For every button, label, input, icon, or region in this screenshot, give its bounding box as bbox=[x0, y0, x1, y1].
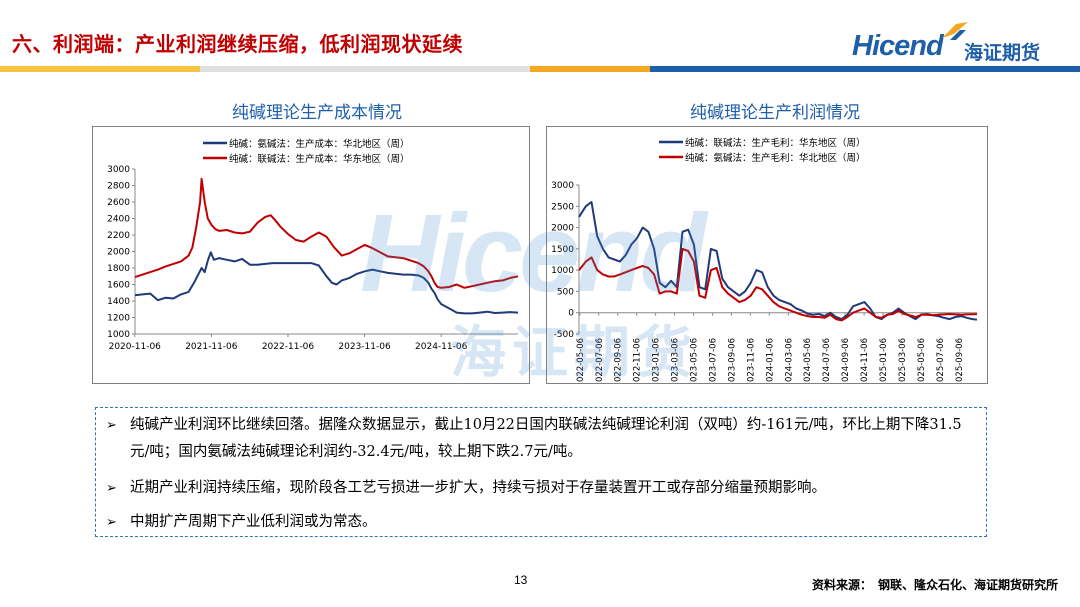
y-tick-label: 1500 bbox=[551, 245, 574, 255]
x-tick-label: 2021-11-06 bbox=[185, 342, 238, 352]
bullet-text: 纯碱产业利润环比继续回落。据隆众数据显示，截止10月22日国内联碱法纯碱理论利润… bbox=[130, 417, 962, 460]
page-number: 13 bbox=[514, 573, 528, 587]
y-tick-label: 1000 bbox=[107, 330, 130, 340]
x-tick-label: 2025-01-06 bbox=[879, 338, 889, 383]
x-tick-label: 2023-11-06 bbox=[746, 338, 756, 383]
x-tick-label: 2025-05-06 bbox=[917, 338, 927, 383]
legend-label: 纯碱：联碱法：生产毛利：华东地区（周） bbox=[685, 137, 866, 149]
cost-chart-frame: 纯碱：氨碱法：生产成本：华北地区（周） 纯碱：联碱法：生产成本：华东地区（周） 30… bbox=[92, 126, 530, 384]
series-line bbox=[578, 247, 978, 322]
profit-chart: 纯碱：联碱法：生产毛利：华东地区（周） 纯碱：氨碱法：生产毛利：华北地区（周） 30… bbox=[551, 137, 978, 387]
y-tick-label: 2000 bbox=[551, 224, 574, 234]
series-line bbox=[134, 251, 519, 315]
legend-label: 纯碱：氨碱法：生产毛利：华北地区（周） bbox=[685, 152, 866, 164]
brand-logo: Hicend 海证期货 bbox=[846, 18, 1066, 66]
x-tick-label: 2023-01-06 bbox=[652, 338, 662, 383]
y-tick-label: 1000 bbox=[551, 266, 574, 276]
legend-label: 纯碱：联碱法：生产成本：华东地区（周） bbox=[229, 153, 410, 165]
cost-chart: 纯碱：氨碱法：生产成本：华北地区（周） 纯碱：联碱法：生产成本：华东地区（周） 30… bbox=[107, 138, 519, 352]
x-tick-label: 2023-07-06 bbox=[708, 338, 718, 383]
header-color-band bbox=[0, 66, 1080, 72]
x-tick-label: 2022-07-06 bbox=[595, 338, 605, 383]
legend-label: 纯碱：氨碱法：生产成本：华北地区（周） bbox=[229, 138, 410, 150]
bullet-arrow-icon: ➢ bbox=[106, 481, 117, 496]
x-tick-label: 2024-01-06 bbox=[765, 338, 775, 383]
x-tick-label: 2024-11-06 bbox=[860, 338, 870, 383]
logo-chinese-name: 海证期货 bbox=[964, 42, 1041, 64]
bullet-item: ➢ 近期产业利润持续压缩，现阶段各工艺亏损进一步扩大，持续亏损对于存量装置开工或… bbox=[106, 475, 978, 502]
y-tick-label: 1800 bbox=[107, 264, 130, 274]
x-tick-label: 2025-07-06 bbox=[936, 338, 946, 383]
slide-title: 六、利润端：产业利润继续压缩，低利润现状延续 bbox=[12, 32, 463, 56]
x-tick-label: 2022-09-06 bbox=[614, 338, 624, 383]
x-tick-label: 2025-03-06 bbox=[898, 338, 908, 383]
bullet-item: ➢ 中期扩产周期下产业低利润或为常态。 bbox=[106, 509, 978, 536]
x-tick-label: 2024-09-06 bbox=[841, 338, 851, 383]
y-tick-label: 1200 bbox=[107, 314, 130, 324]
x-tick-label: 2020-11-06 bbox=[109, 342, 162, 352]
source-note: 资料来源： 钢联、隆众石化、海证期货研究所 bbox=[811, 578, 1058, 592]
y-tick-label: 0 bbox=[568, 309, 574, 319]
x-tick-label: 2023-03-06 bbox=[671, 338, 681, 383]
y-tick-label: 2600 bbox=[107, 198, 130, 208]
bullet-text: 近期产业利润持续压缩，现阶段各工艺亏损进一步扩大，持续亏损对于存量装置开工或存部… bbox=[130, 480, 826, 496]
x-tick-label: 2023-11-06 bbox=[338, 342, 391, 352]
y-tick-label: 1600 bbox=[107, 281, 130, 291]
right-chart-heading: 纯碱理论生产利润情况 bbox=[690, 103, 860, 123]
x-tick-label: 2022-11-06 bbox=[633, 338, 643, 383]
left-chart-heading: 纯碱理论生产成本情况 bbox=[232, 103, 402, 123]
series-line bbox=[578, 201, 978, 321]
y-tick-label: 2500 bbox=[551, 202, 574, 212]
logo-wordmark: Hicend bbox=[852, 30, 944, 62]
y-tick-label: 2400 bbox=[107, 215, 130, 225]
commentary-box: ➢ 纯碱产业利润环比继续回落。据隆众数据显示，截止10月22日国内联碱法纯碱理论… bbox=[95, 407, 987, 537]
x-tick-label: 2023-09-06 bbox=[727, 338, 737, 383]
x-tick-label: 2024-07-06 bbox=[822, 338, 832, 383]
y-tick-label: 1400 bbox=[107, 297, 130, 307]
x-tick-label: 2024-11-06 bbox=[415, 342, 468, 352]
x-tick-label: 2022-05-06 bbox=[576, 338, 586, 383]
x-tick-label: 2024-05-06 bbox=[803, 338, 813, 383]
y-tick-label: 2800 bbox=[107, 182, 130, 192]
y-tick-label: 500 bbox=[557, 287, 574, 297]
bullet-arrow-icon: ➢ bbox=[106, 418, 117, 433]
y-tick-label: 2000 bbox=[107, 248, 130, 258]
bullet-item: ➢ 纯碱产业利润环比继续回落。据隆众数据显示，截止10月22日国内联碱法纯碱理论… bbox=[106, 412, 978, 466]
bullet-text: 中期扩产周期下产业低利润或为常态。 bbox=[130, 514, 377, 530]
logo-swoosh-icon bbox=[942, 22, 968, 40]
bullet-arrow-icon: ➢ bbox=[106, 515, 117, 530]
x-tick-label: 2022-11-06 bbox=[262, 342, 315, 352]
profit-chart-frame: 纯碱：联碱法：生产毛利：华东地区（周） 纯碱：氨碱法：生产毛利：华北地区（周） 30… bbox=[546, 126, 988, 387]
x-tick-label: 2023-05-06 bbox=[690, 338, 700, 383]
y-tick-label: -500 bbox=[554, 330, 575, 340]
y-tick-label: 3000 bbox=[107, 165, 130, 175]
y-tick-label: 3000 bbox=[551, 181, 574, 191]
y-tick-label: 2200 bbox=[107, 231, 130, 241]
x-tick-label: 2025-09-06 bbox=[955, 338, 965, 383]
series-line bbox=[134, 177, 519, 289]
x-tick-label: 2024-03-06 bbox=[784, 338, 794, 383]
